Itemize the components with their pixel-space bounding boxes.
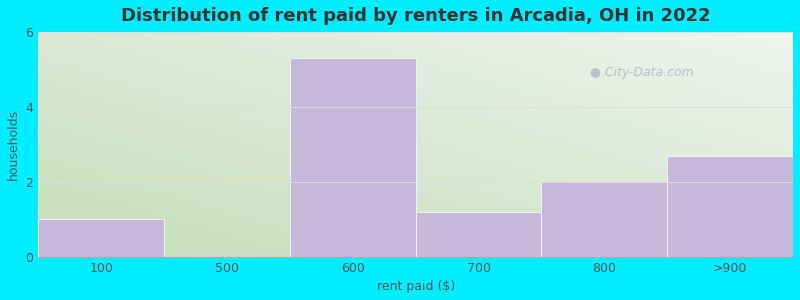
Bar — [542, 182, 667, 256]
Bar — [667, 156, 793, 256]
Title: Distribution of rent paid by renters in Arcadia, OH in 2022: Distribution of rent paid by renters in … — [121, 7, 710, 25]
Bar — [38, 219, 164, 256]
Bar — [290, 58, 416, 256]
Text: ● City-Data.com: ● City-Data.com — [590, 66, 694, 79]
Y-axis label: households: households — [7, 109, 20, 180]
Bar — [416, 212, 542, 256]
X-axis label: rent paid ($): rent paid ($) — [377, 280, 455, 293]
